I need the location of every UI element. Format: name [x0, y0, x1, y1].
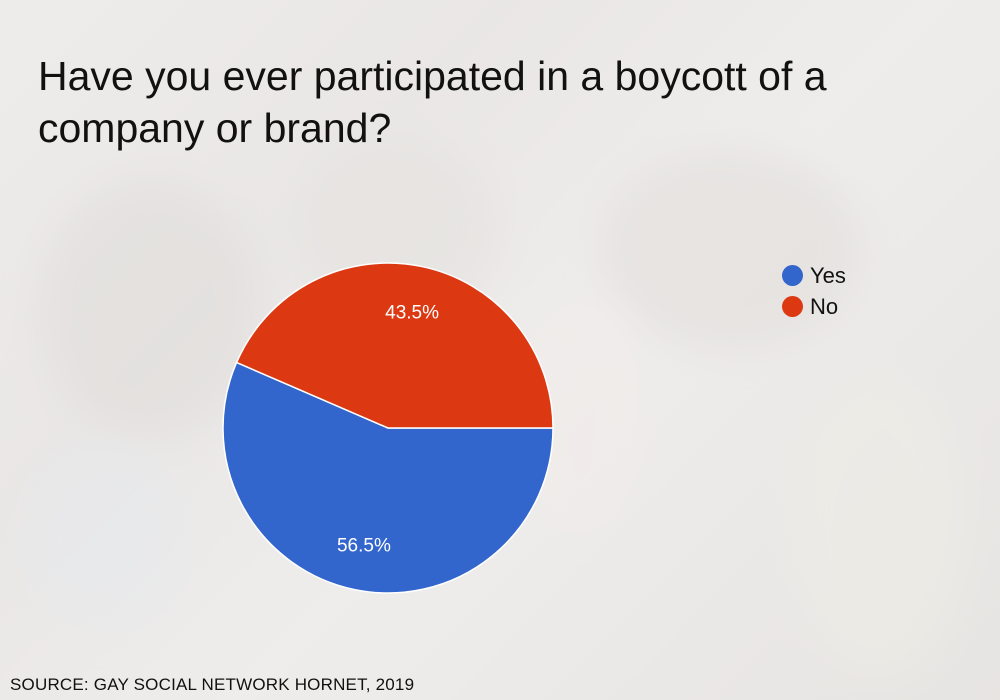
chart-title: Have you ever participated in a boycott …	[38, 53, 827, 151]
legend-item-yes: Yes	[782, 260, 846, 291]
source-note: SOURCE: GAY SOCIAL NETWORK HORNET, 2019	[10, 675, 415, 694]
legend-item-no: No	[782, 291, 846, 322]
legend-swatch-no	[782, 296, 803, 317]
pie-label-no: 43.5%	[385, 303, 439, 324]
legend: Yes No	[782, 260, 846, 322]
legend-swatch-yes	[782, 265, 803, 286]
legend-label-no: No	[810, 293, 839, 319]
pie-slice-yes	[222, 361, 554, 594]
pie-slice-no	[235, 262, 554, 429]
pie-label-yes: 56.5%	[337, 535, 391, 556]
legend-label-yes: Yes	[810, 262, 846, 288]
